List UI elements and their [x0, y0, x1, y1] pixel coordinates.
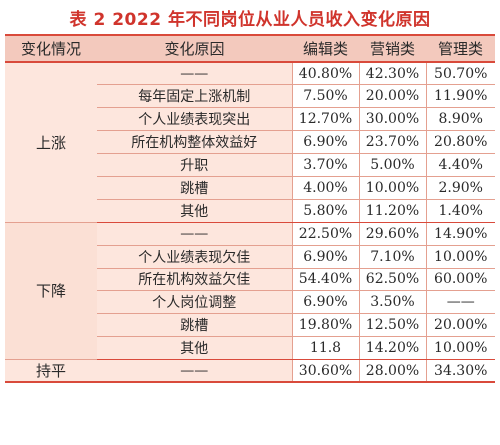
value-cell: 20.80%: [425, 130, 495, 155]
value-cell: 6.90%: [291, 245, 359, 269]
table-title: 表 2 2022 年不同岗位从业人员收入变化原因: [69, 9, 431, 30]
value-cell: 14.90%: [425, 222, 495, 246]
table-row: 升职 3.70% 5.00% 4.40%: [5, 153, 495, 177]
value-cell: 40.80%: [291, 62, 359, 86]
value-cell: 29.60%: [358, 222, 426, 246]
group-label-decrease: 下降: [5, 222, 97, 361]
table-row: 个人业绩表现突出 12.70% 30.00% 8.90%: [5, 107, 495, 132]
value-cell: 3.50%: [358, 290, 426, 315]
value-cell: 11.20%: [358, 199, 426, 223]
reason-cell: 个人岗位调整: [97, 290, 292, 315]
reason-cell: 跳槽: [97, 176, 292, 200]
value-cell: 2.90%: [425, 176, 495, 200]
value-cell: 4.00%: [291, 176, 359, 200]
value-cell: 30.00%: [358, 107, 426, 132]
value-cell: 34.30%: [425, 359, 495, 384]
income-change-table: 变化情况 变化原因 编辑类 营销类 管理类 上涨 —— 40.80% 42.30…: [5, 34, 495, 384]
reason-cell: ——: [97, 359, 292, 384]
value-cell: 60.00%: [425, 268, 495, 292]
table-row: 个人业绩表现欠佳 6.90% 7.10% 10.00%: [5, 245, 495, 269]
table-row: 每年固定上涨机制 7.50% 20.00% 11.90%: [5, 84, 495, 109]
value-cell: 11.8: [291, 336, 359, 361]
value-cell: 5.00%: [358, 153, 426, 177]
reason-cell: 所在机构效益欠佳: [97, 268, 292, 292]
value-cell: 4.40%: [425, 153, 495, 177]
reason-cell: 升职: [97, 153, 292, 177]
value-cell: 10.00%: [425, 245, 495, 269]
value-cell: 5.80%: [291, 199, 359, 223]
reason-cell: 所在机构整体效益好: [97, 130, 292, 155]
value-cell: 20.00%: [358, 84, 426, 109]
header-editorial: 编辑类: [292, 34, 359, 63]
table-row: 持平 —— 30.60% 28.00% 34.30%: [5, 359, 495, 384]
table-row: 上涨 —— 40.80% 42.30% 50.70%: [5, 62, 495, 223]
table-row: 跳槽 4.00% 10.00% 2.90%: [5, 176, 495, 200]
header-marketing: 营销类: [359, 34, 426, 63]
value-cell: 7.50%: [291, 84, 359, 109]
reason-cell: 个人业绩表现欠佳: [97, 245, 292, 269]
reason-cell: 跳槽: [97, 313, 292, 338]
group-label-flat: 持平: [5, 359, 97, 384]
table-row: 个人岗位调整 6.90% 3.50% ——: [5, 290, 495, 315]
value-cell: 19.80%: [291, 313, 359, 338]
value-cell: 12.50%: [358, 313, 426, 338]
table-row: 下降 —— 22.50% 29.60% 14.90%: [5, 222, 495, 361]
group-label-increase: 上涨: [5, 62, 97, 223]
value-cell: 11.90%: [425, 84, 495, 109]
header-change-status: 变化情况: [5, 34, 97, 63]
value-cell: 22.50%: [291, 222, 359, 246]
value-cell: 30.60%: [291, 359, 359, 384]
table-row: 其他 11.8 14.20% 10.00%: [5, 336, 495, 361]
table-row: 所在机构整体效益好 6.90% 23.70% 20.80%: [5, 130, 495, 155]
value-cell: 8.90%: [425, 107, 495, 132]
header-row: 变化情况 变化原因 编辑类 营销类 管理类: [5, 34, 495, 63]
value-cell: 62.50%: [358, 268, 426, 292]
table-row: 其他 5.80% 11.20% 1.40%: [5, 199, 495, 223]
table-row: 所在机构效益欠佳 54.40% 62.50% 60.00%: [5, 268, 495, 292]
value-cell: 28.00%: [358, 359, 426, 384]
reason-cell: 其他: [97, 336, 292, 361]
value-cell: 10.00%: [425, 336, 495, 361]
value-cell: 7.10%: [358, 245, 426, 269]
value-cell: 23.70%: [358, 130, 426, 155]
value-cell: 20.00%: [425, 313, 495, 338]
value-cell: 50.70%: [425, 62, 495, 86]
value-cell: 54.40%: [291, 268, 359, 292]
header-management: 管理类: [426, 34, 495, 63]
reason-cell: 个人业绩表现突出: [97, 107, 292, 132]
value-cell: 12.70%: [291, 107, 359, 132]
reason-cell: 其他: [97, 199, 292, 223]
value-cell: ——: [425, 290, 495, 315]
reason-cell: ——: [97, 62, 292, 86]
reason-cell: ——: [97, 222, 292, 246]
reason-cell: 每年固定上涨机制: [97, 84, 292, 109]
value-cell: 42.30%: [358, 62, 426, 86]
table-row: 跳槽 19.80% 12.50% 20.00%: [5, 313, 495, 338]
value-cell: 1.40%: [425, 199, 495, 223]
value-cell: 6.90%: [291, 130, 359, 155]
header-change-reason: 变化原因: [97, 34, 292, 63]
value-cell: 14.20%: [358, 336, 426, 361]
value-cell: 10.00%: [358, 176, 426, 200]
value-cell: 3.70%: [291, 153, 359, 177]
value-cell: 6.90%: [291, 290, 359, 315]
